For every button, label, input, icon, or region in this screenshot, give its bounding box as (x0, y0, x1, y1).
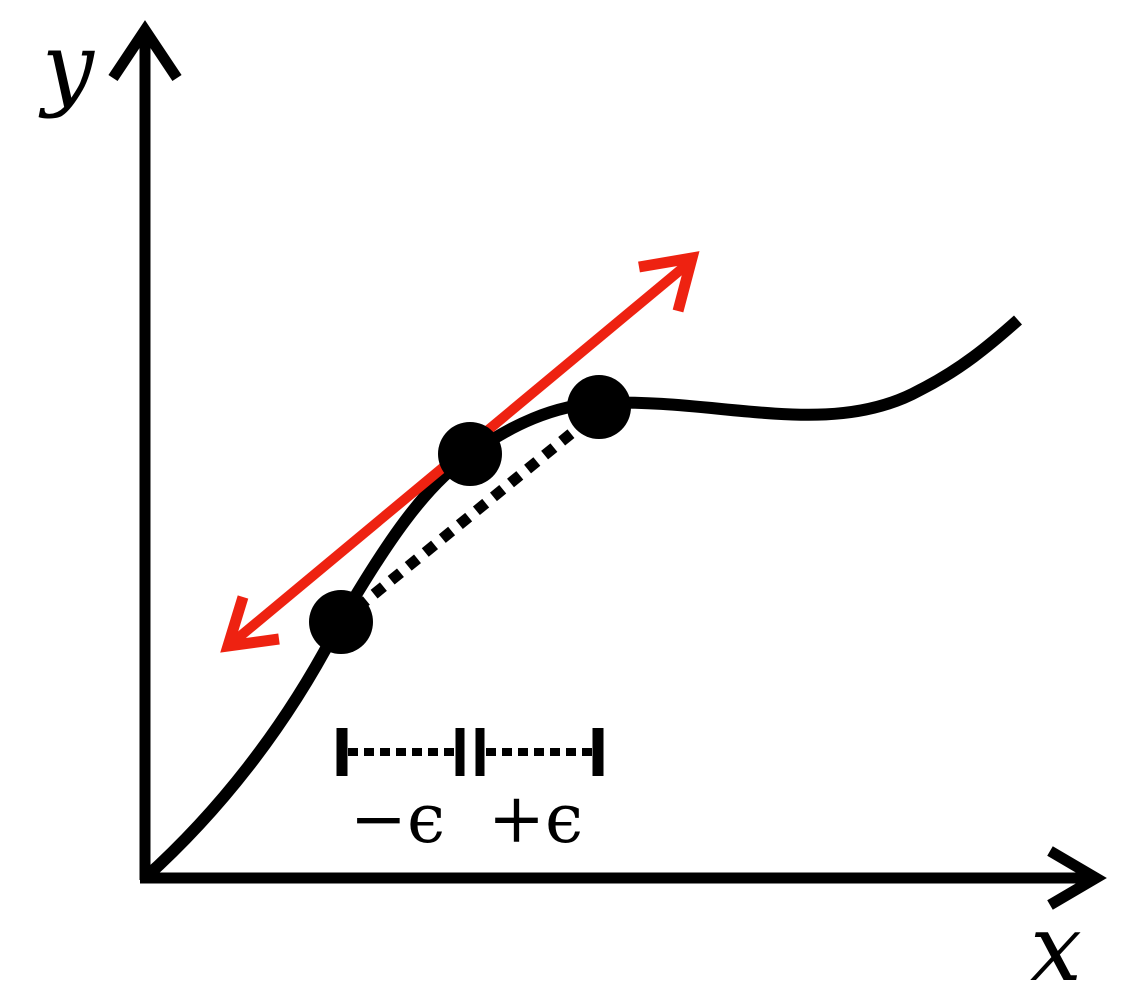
epsilon-interval-bracket (336, 728, 604, 776)
point-minus-epsilon (309, 590, 373, 654)
point-center (438, 422, 502, 486)
minus-epsilon-label: −ϵ (350, 780, 445, 859)
x-axis-label: x (1030, 895, 1082, 1002)
x-axis-arrowhead (1047, 846, 1107, 910)
secant-line (336, 405, 604, 627)
tangent-arrowhead-lower (220, 595, 280, 653)
y-axis (108, 20, 182, 880)
y-axis-label: y (38, 13, 95, 120)
tangent-arrowhead-upper (638, 251, 700, 313)
y-axis-arrowhead (108, 20, 182, 82)
function-curve (140, 315, 1022, 883)
point-plus-epsilon (567, 375, 631, 439)
plus-epsilon-label: +ϵ (488, 780, 583, 859)
x-axis (140, 846, 1107, 910)
